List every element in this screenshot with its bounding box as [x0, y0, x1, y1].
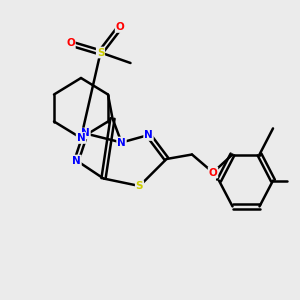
Text: N: N	[72, 155, 81, 166]
Text: O: O	[66, 38, 75, 49]
Text: N: N	[81, 128, 90, 139]
Text: O: O	[116, 22, 124, 32]
Text: N: N	[144, 130, 153, 140]
Text: S: S	[97, 47, 104, 58]
Text: N: N	[76, 133, 85, 143]
Text: N: N	[117, 137, 126, 148]
Text: O: O	[208, 167, 217, 178]
Text: S: S	[136, 181, 143, 191]
